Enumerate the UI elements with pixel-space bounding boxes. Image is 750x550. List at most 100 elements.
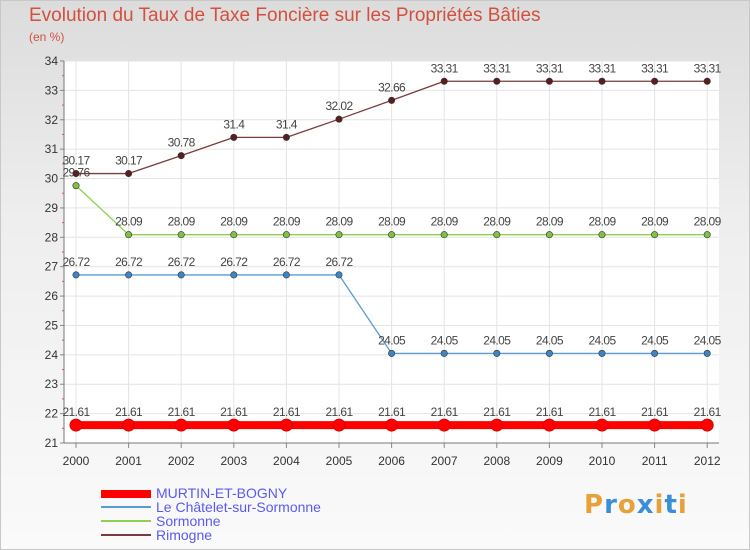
x-tick-label: 2004 [273, 454, 300, 468]
proxiti-logo: Proxiti [584, 490, 688, 520]
data-point [545, 231, 553, 239]
x-tick-label: 2008 [483, 454, 510, 468]
data-label: 30.17 [115, 154, 143, 168]
x-tick-label: 2011 [642, 454, 668, 468]
data-label: 28.09 [641, 215, 669, 229]
logo-letter: t [664, 490, 678, 520]
unit-label: (en %) [29, 30, 65, 44]
data-label: 28.09 [168, 215, 196, 229]
legend-label: MURTIN-ET-BOGNY [156, 485, 288, 501]
y-tick-label: 27 [45, 260, 59, 274]
data-point [651, 231, 659, 239]
data-label: 21.61 [431, 405, 459, 419]
chart-title: Evolution du Taux de Taxe Foncière sur l… [29, 5, 541, 26]
data-label: 33.31 [483, 61, 511, 75]
data-label: 26.72 [220, 255, 248, 269]
y-tick-label: 22 [45, 407, 59, 421]
data-point [335, 231, 343, 239]
y-tick-label: 28 [45, 230, 59, 244]
legend-swatch [101, 520, 151, 522]
x-tick-label: 2012 [694, 454, 721, 468]
data-point [437, 418, 451, 432]
legend-label: Sormonne [156, 513, 221, 529]
data-label: 21.61 [641, 405, 669, 419]
data-label: 28.09 [694, 215, 722, 229]
data-label: 33.31 [588, 61, 616, 75]
y-tick-label: 29 [45, 201, 59, 215]
legend-label: Rimogne [156, 527, 213, 543]
data-label: 28.09 [483, 215, 511, 229]
x-tick-label: 2010 [589, 454, 616, 468]
data-label: 28.09 [325, 215, 353, 229]
data-point [651, 77, 659, 85]
data-label: 33.31 [536, 61, 564, 75]
data-label: 21.61 [220, 405, 248, 419]
data-point [177, 152, 185, 160]
y-tick-label: 23 [45, 377, 59, 391]
data-point [332, 418, 346, 432]
data-point [72, 271, 80, 279]
data-label: 32.66 [378, 80, 406, 94]
data-label: 26.72 [168, 255, 196, 269]
data-label: 28.09 [220, 215, 248, 229]
data-label: 21.61 [694, 405, 722, 419]
data-label: 28.09 [536, 215, 564, 229]
data-point [598, 349, 606, 357]
data-point [440, 349, 448, 357]
data-point [122, 418, 136, 432]
x-tick-label: 2003 [220, 454, 247, 468]
data-point [703, 77, 711, 85]
data-label: 24.05 [378, 333, 406, 347]
data-point [282, 271, 290, 279]
data-label: 30.17 [62, 154, 90, 168]
y-tick-label: 33 [45, 83, 59, 97]
data-point [388, 96, 396, 104]
data-label: 21.61 [115, 405, 143, 419]
line-chart: 21 22 23 24 25 26 27 28 29 30 31 32 33 34 2000 2001 2002… [45, 54, 723, 468]
data-label: 24.05 [483, 333, 511, 347]
data-label: 24.05 [588, 333, 616, 347]
data-label: 28.09 [115, 215, 143, 229]
x-tick-label: 2000 [63, 454, 90, 468]
data-point [174, 418, 188, 432]
data-label: 24.05 [431, 333, 459, 347]
data-point [595, 418, 609, 432]
data-point [230, 231, 238, 239]
data-point [72, 182, 80, 190]
data-point [440, 77, 448, 85]
y-tick-label: 31 [45, 142, 59, 156]
y-tick-label: 24 [45, 348, 59, 362]
data-point [388, 349, 396, 357]
data-point [490, 418, 504, 432]
data-point [72, 170, 80, 178]
data-label: 31.4 [276, 117, 298, 131]
data-point [385, 418, 399, 432]
y-tick-label: 30 [45, 172, 59, 186]
data-point [177, 231, 185, 239]
x-tick-label: 2001 [115, 454, 142, 468]
y-tick-label: 32 [45, 113, 59, 127]
y-tick-label: 21 [45, 436, 59, 450]
y-tick-label: 34 [45, 54, 59, 68]
data-label: 24.05 [694, 333, 722, 347]
logo-letter: i [654, 490, 665, 520]
legend-label: Le Châtelet-sur-Sormonne [156, 499, 321, 515]
x-tick-label: 2002 [168, 454, 195, 468]
data-point [335, 115, 343, 123]
data-point [493, 231, 501, 239]
data-point [700, 418, 714, 432]
data-point [493, 77, 501, 85]
data-label: 33.31 [431, 61, 459, 75]
logo-letter: x [636, 490, 655, 520]
data-point [282, 231, 290, 239]
data-label: 26.72 [62, 255, 90, 269]
data-label: 21.61 [536, 405, 564, 419]
logo-letter: o [617, 490, 637, 520]
data-point [279, 418, 293, 432]
legend-swatch [101, 490, 151, 498]
data-label: 24.05 [641, 333, 669, 347]
data-point [282, 133, 290, 141]
x-tick-label: 2006 [378, 454, 405, 468]
data-point [230, 271, 238, 279]
